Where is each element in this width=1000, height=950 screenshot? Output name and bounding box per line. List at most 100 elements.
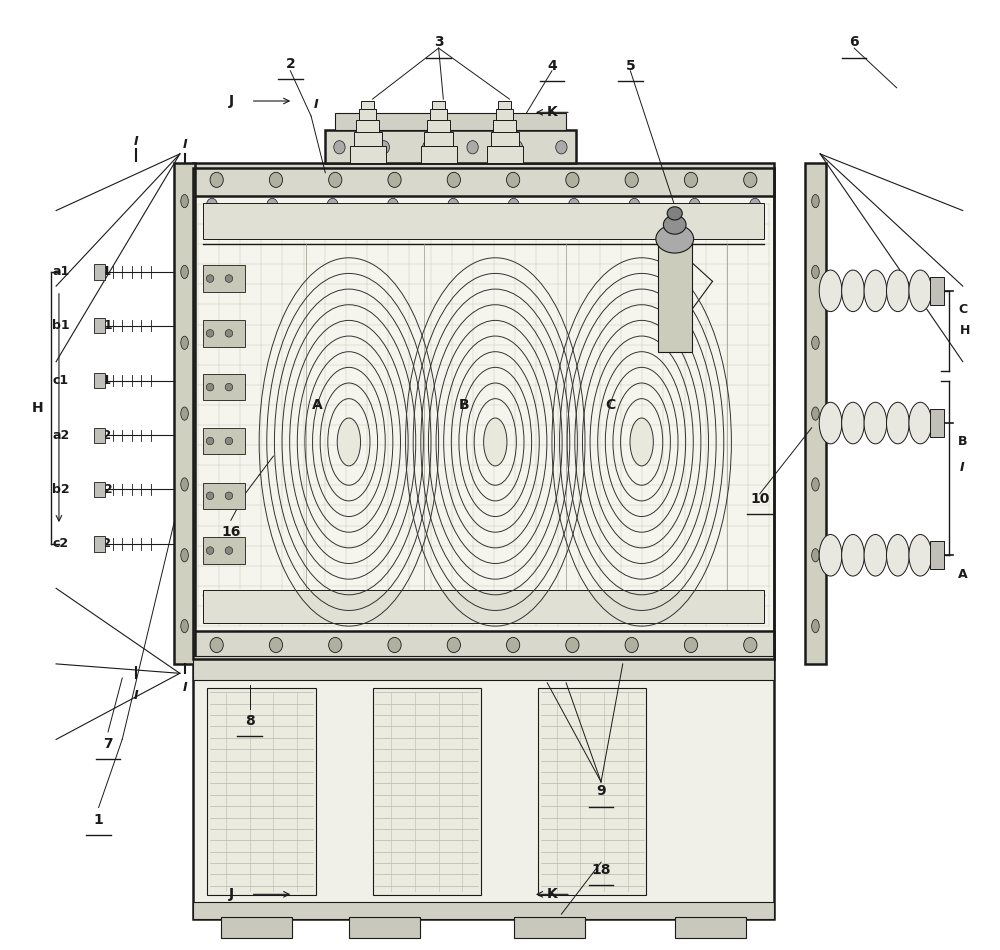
Ellipse shape	[812, 549, 819, 561]
Text: A: A	[958, 568, 968, 580]
Bar	[514, 917, 585, 938]
Ellipse shape	[388, 172, 401, 187]
Ellipse shape	[423, 141, 434, 154]
Ellipse shape	[225, 330, 233, 337]
Ellipse shape	[507, 637, 520, 653]
Ellipse shape	[689, 604, 700, 619]
Bar	[359, 109, 376, 120]
Ellipse shape	[568, 199, 580, 214]
Ellipse shape	[625, 172, 638, 187]
Ellipse shape	[210, 637, 223, 653]
Bar	[350, 146, 386, 163]
Ellipse shape	[507, 172, 520, 187]
Bar	[493, 120, 516, 132]
Ellipse shape	[447, 637, 460, 653]
Ellipse shape	[206, 492, 214, 500]
Bar	[193, 168, 774, 659]
Bar	[193, 656, 774, 919]
Ellipse shape	[181, 549, 188, 561]
Text: I: I	[314, 98, 318, 111]
Bar	[421, 146, 457, 163]
Ellipse shape	[206, 330, 214, 337]
Ellipse shape	[812, 619, 819, 633]
Bar	[356, 120, 379, 132]
Text: a1: a1	[52, 265, 69, 278]
Bar	[325, 130, 576, 163]
Ellipse shape	[508, 199, 519, 214]
Ellipse shape	[181, 265, 188, 278]
Ellipse shape	[388, 637, 401, 653]
Text: 2: 2	[285, 57, 295, 71]
Text: b1: b1	[52, 319, 70, 332]
Text: B: B	[958, 435, 968, 448]
Bar	[805, 163, 826, 664]
Bar	[349, 917, 420, 938]
Ellipse shape	[484, 418, 507, 466]
Ellipse shape	[181, 478, 188, 491]
Ellipse shape	[269, 637, 283, 653]
Bar	[430, 109, 447, 120]
Ellipse shape	[327, 199, 338, 214]
Bar	[94, 318, 105, 333]
Bar	[94, 373, 105, 389]
Ellipse shape	[181, 336, 188, 350]
Text: b2: b2	[95, 483, 112, 496]
Bar	[487, 146, 523, 163]
Ellipse shape	[206, 275, 214, 282]
Bar	[174, 163, 195, 664]
Text: J: J	[229, 94, 234, 108]
Ellipse shape	[630, 418, 653, 466]
Text: 16: 16	[221, 524, 241, 539]
Ellipse shape	[329, 172, 342, 187]
Ellipse shape	[566, 172, 579, 187]
Ellipse shape	[819, 402, 842, 444]
Ellipse shape	[447, 172, 460, 187]
Text: c2: c2	[53, 538, 69, 550]
Text: 6: 6	[849, 35, 859, 49]
Bar	[193, 168, 774, 659]
Ellipse shape	[842, 402, 864, 444]
Text: H: H	[960, 325, 970, 337]
Text: 18: 18	[591, 863, 611, 877]
Ellipse shape	[864, 270, 887, 312]
Ellipse shape	[819, 270, 842, 312]
Bar	[193, 163, 774, 197]
Ellipse shape	[625, 637, 638, 653]
Bar	[202, 265, 245, 292]
Bar	[538, 688, 646, 895]
Bar	[675, 917, 746, 938]
Text: C: C	[605, 398, 615, 412]
Bar	[361, 101, 374, 109]
Ellipse shape	[663, 216, 686, 234]
Bar	[658, 238, 692, 352]
Text: I: I	[960, 462, 965, 474]
Bar	[427, 120, 450, 132]
Bar	[335, 113, 566, 130]
Text: a2: a2	[95, 428, 112, 442]
Bar	[930, 276, 944, 305]
Ellipse shape	[269, 172, 283, 187]
Ellipse shape	[689, 199, 700, 214]
Text: 5: 5	[625, 59, 635, 73]
Bar	[202, 203, 764, 238]
Text: c1: c1	[53, 374, 69, 387]
Ellipse shape	[842, 535, 864, 576]
Ellipse shape	[909, 402, 932, 444]
Ellipse shape	[511, 141, 523, 154]
Text: 3: 3	[434, 35, 443, 49]
Ellipse shape	[225, 492, 233, 500]
Ellipse shape	[812, 407, 819, 420]
Bar	[424, 132, 453, 146]
Ellipse shape	[267, 199, 278, 214]
Ellipse shape	[556, 141, 567, 154]
Text: a1: a1	[95, 265, 112, 278]
Bar	[496, 109, 513, 120]
Ellipse shape	[225, 384, 233, 391]
Ellipse shape	[267, 604, 278, 619]
Bar	[202, 374, 245, 400]
Text: c2: c2	[95, 538, 111, 550]
Bar	[202, 483, 245, 509]
Bar	[372, 688, 481, 895]
Ellipse shape	[206, 437, 214, 445]
Ellipse shape	[667, 207, 682, 220]
